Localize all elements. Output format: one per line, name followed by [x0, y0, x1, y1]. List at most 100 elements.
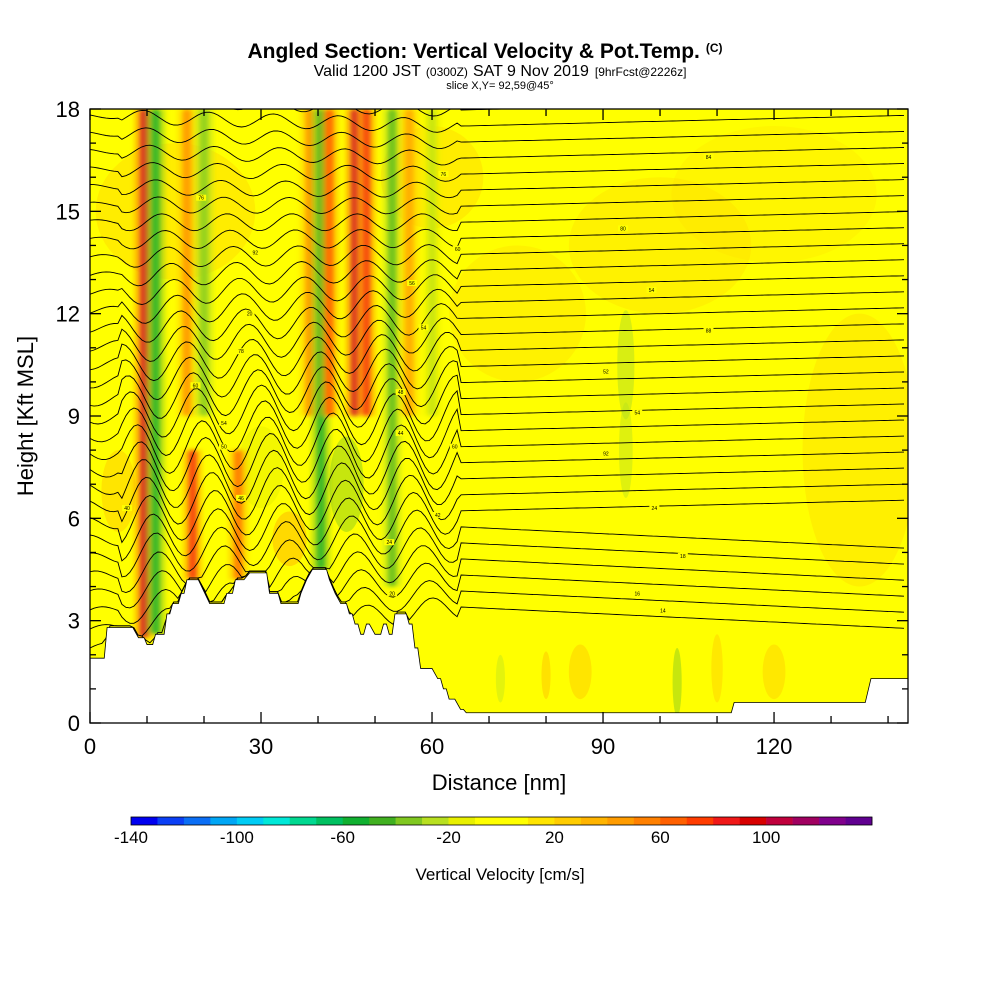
colorbar-swatch — [316, 817, 344, 825]
velocity-patch-5 — [802, 313, 908, 587]
contour-label-text: 76 — [441, 172, 447, 178]
contour-label-0: 76 — [196, 194, 207, 202]
y-tick-label: 18 — [56, 97, 80, 122]
updraft-halo-8 — [319, 109, 340, 416]
colorbar-swatch — [819, 817, 846, 825]
chart-title: Angled Section: Vertical Velocity & Pot.… — [247, 40, 722, 63]
contour-label-text: 54 — [221, 421, 227, 427]
updraft-halo-3 — [182, 450, 203, 580]
contour-label-text: 80 — [620, 226, 626, 232]
theta-contour-21 — [90, 259, 905, 287]
contour-label-15: 60 — [449, 443, 460, 451]
contour-label-text: 84 — [706, 155, 712, 161]
colorbar-swatch — [713, 817, 740, 825]
contour-label-16: 42 — [432, 511, 443, 519]
x-tick-label: 0 — [84, 734, 96, 759]
updraft-halo-11 — [382, 109, 403, 587]
contour-label-20: 80 — [617, 225, 628, 232]
y-axis: 0 3 6 9 12 15 18 — [56, 97, 908, 736]
contour-label-text: 78 — [238, 349, 244, 355]
theta-contour-20 — [90, 274, 905, 305]
x-tick-label: 90 — [591, 734, 615, 759]
colorbar-swatch — [236, 817, 264, 825]
colorbar-swatch — [475, 817, 502, 825]
plot-area: 76 92 20 78 60 54 50 46 40 76 60 56 54 48 44 60 42 24 20 84… — [90, 109, 908, 723]
velocity-patch-12 — [672, 647, 682, 717]
colorbar-label: 100 — [752, 828, 780, 847]
velocity-patch-11 — [568, 644, 592, 700]
updraft-halo-1 — [145, 109, 166, 635]
contour-label-11: 56 — [407, 279, 418, 287]
colorbar-swatch — [422, 817, 449, 825]
colorbar-swatch — [501, 817, 529, 825]
colorbar-label: -140 — [114, 828, 148, 847]
velocity-patch-14 — [762, 644, 786, 700]
theta-contour-30 — [90, 109, 905, 133]
contour-label-text: 50 — [221, 445, 227, 451]
theta-contour-22 — [90, 243, 905, 268]
theta-contour-26 — [90, 179, 905, 199]
contour-label-9: 76 — [438, 170, 449, 178]
y-axis-label: Height [Kft MSL] — [13, 336, 38, 496]
contour-label-text: 52 — [603, 370, 609, 376]
contour-label-text: 42 — [435, 513, 441, 519]
theta-contour-6 — [90, 492, 905, 562]
contour-label-text: 92 — [603, 452, 609, 458]
contour-label-28: 16 — [632, 590, 643, 597]
contour-label-27: 18 — [677, 552, 688, 560]
colorbar-label: 20 — [545, 828, 564, 847]
contour-label-text: 14 — [660, 608, 666, 614]
theta-contour-18 — [90, 303, 905, 343]
contour-label-19: 84 — [703, 153, 714, 161]
chart-subtitle: Valid 1200 JST (0300Z) SAT 9 Nov 2019 [9hrF… — [314, 63, 687, 80]
velocity-patch-16 — [541, 651, 551, 700]
velocity-patch-13 — [711, 634, 723, 703]
colorbar: -140 -100 -60 -20 20 60 100 — [114, 816, 873, 847]
contour-label-24: 54 — [632, 409, 643, 417]
theta-contour-4 — [90, 527, 905, 593]
velocity-patch-3 — [568, 177, 752, 314]
colorbar-label: 60 — [651, 828, 670, 847]
velocity-patch-4 — [671, 126, 877, 263]
contour-label-29: 14 — [657, 607, 668, 614]
velocity-patch-0 — [95, 143, 256, 280]
contour-label-text: 76 — [198, 196, 204, 202]
colorbar-swatch — [739, 817, 767, 825]
updraft-halo-12 — [399, 109, 420, 416]
x-tick-label: 30 — [249, 734, 273, 759]
theta-contour-24 — [90, 211, 905, 232]
contour-label-text: 60 — [193, 383, 199, 389]
theta-contour-2 — [90, 562, 905, 624]
theta-contour-23 — [90, 227, 905, 250]
colorbar-swatch — [660, 817, 688, 825]
colorbar-swatch — [792, 817, 820, 825]
x-axis-label: Distance [nm] — [432, 770, 567, 795]
terrain — [90, 569, 908, 723]
chart-title-mark: (C) — [706, 41, 723, 55]
y-tick-label: 12 — [56, 302, 80, 327]
forecast-info: [9hrFcst@2226z] — [595, 65, 687, 79]
y-tick-label: 6 — [68, 506, 80, 531]
contour-label-text: 20 — [389, 591, 395, 597]
x-tick-label: 60 — [420, 734, 444, 759]
velocity-patch-8 — [101, 450, 136, 532]
y-tick-label: 9 — [68, 404, 80, 429]
colorbar-swatch — [157, 817, 185, 825]
colorbar-swatch — [845, 817, 873, 825]
slice-info: slice X,Y= 92,59@45° — [446, 80, 554, 92]
theta-contour-17 — [90, 317, 905, 362]
colorbar-swatch — [766, 817, 793, 825]
y-tick-label: 15 — [56, 199, 80, 224]
colorbar-swatch — [527, 817, 555, 825]
colorbar-swatch — [210, 817, 238, 825]
contour-label-text: 20 — [247, 312, 253, 318]
contour-label-text: 60 — [455, 247, 461, 253]
updraft-halo-2 — [177, 109, 197, 416]
contour-label-text: 48 — [398, 390, 404, 396]
contour-label-text: 60 — [452, 445, 458, 451]
contour-label-8: 40 — [122, 505, 133, 512]
contour-label-18: 20 — [387, 590, 398, 597]
theta-contour-29 — [90, 127, 905, 150]
theta-contour-8 — [90, 457, 905, 525]
